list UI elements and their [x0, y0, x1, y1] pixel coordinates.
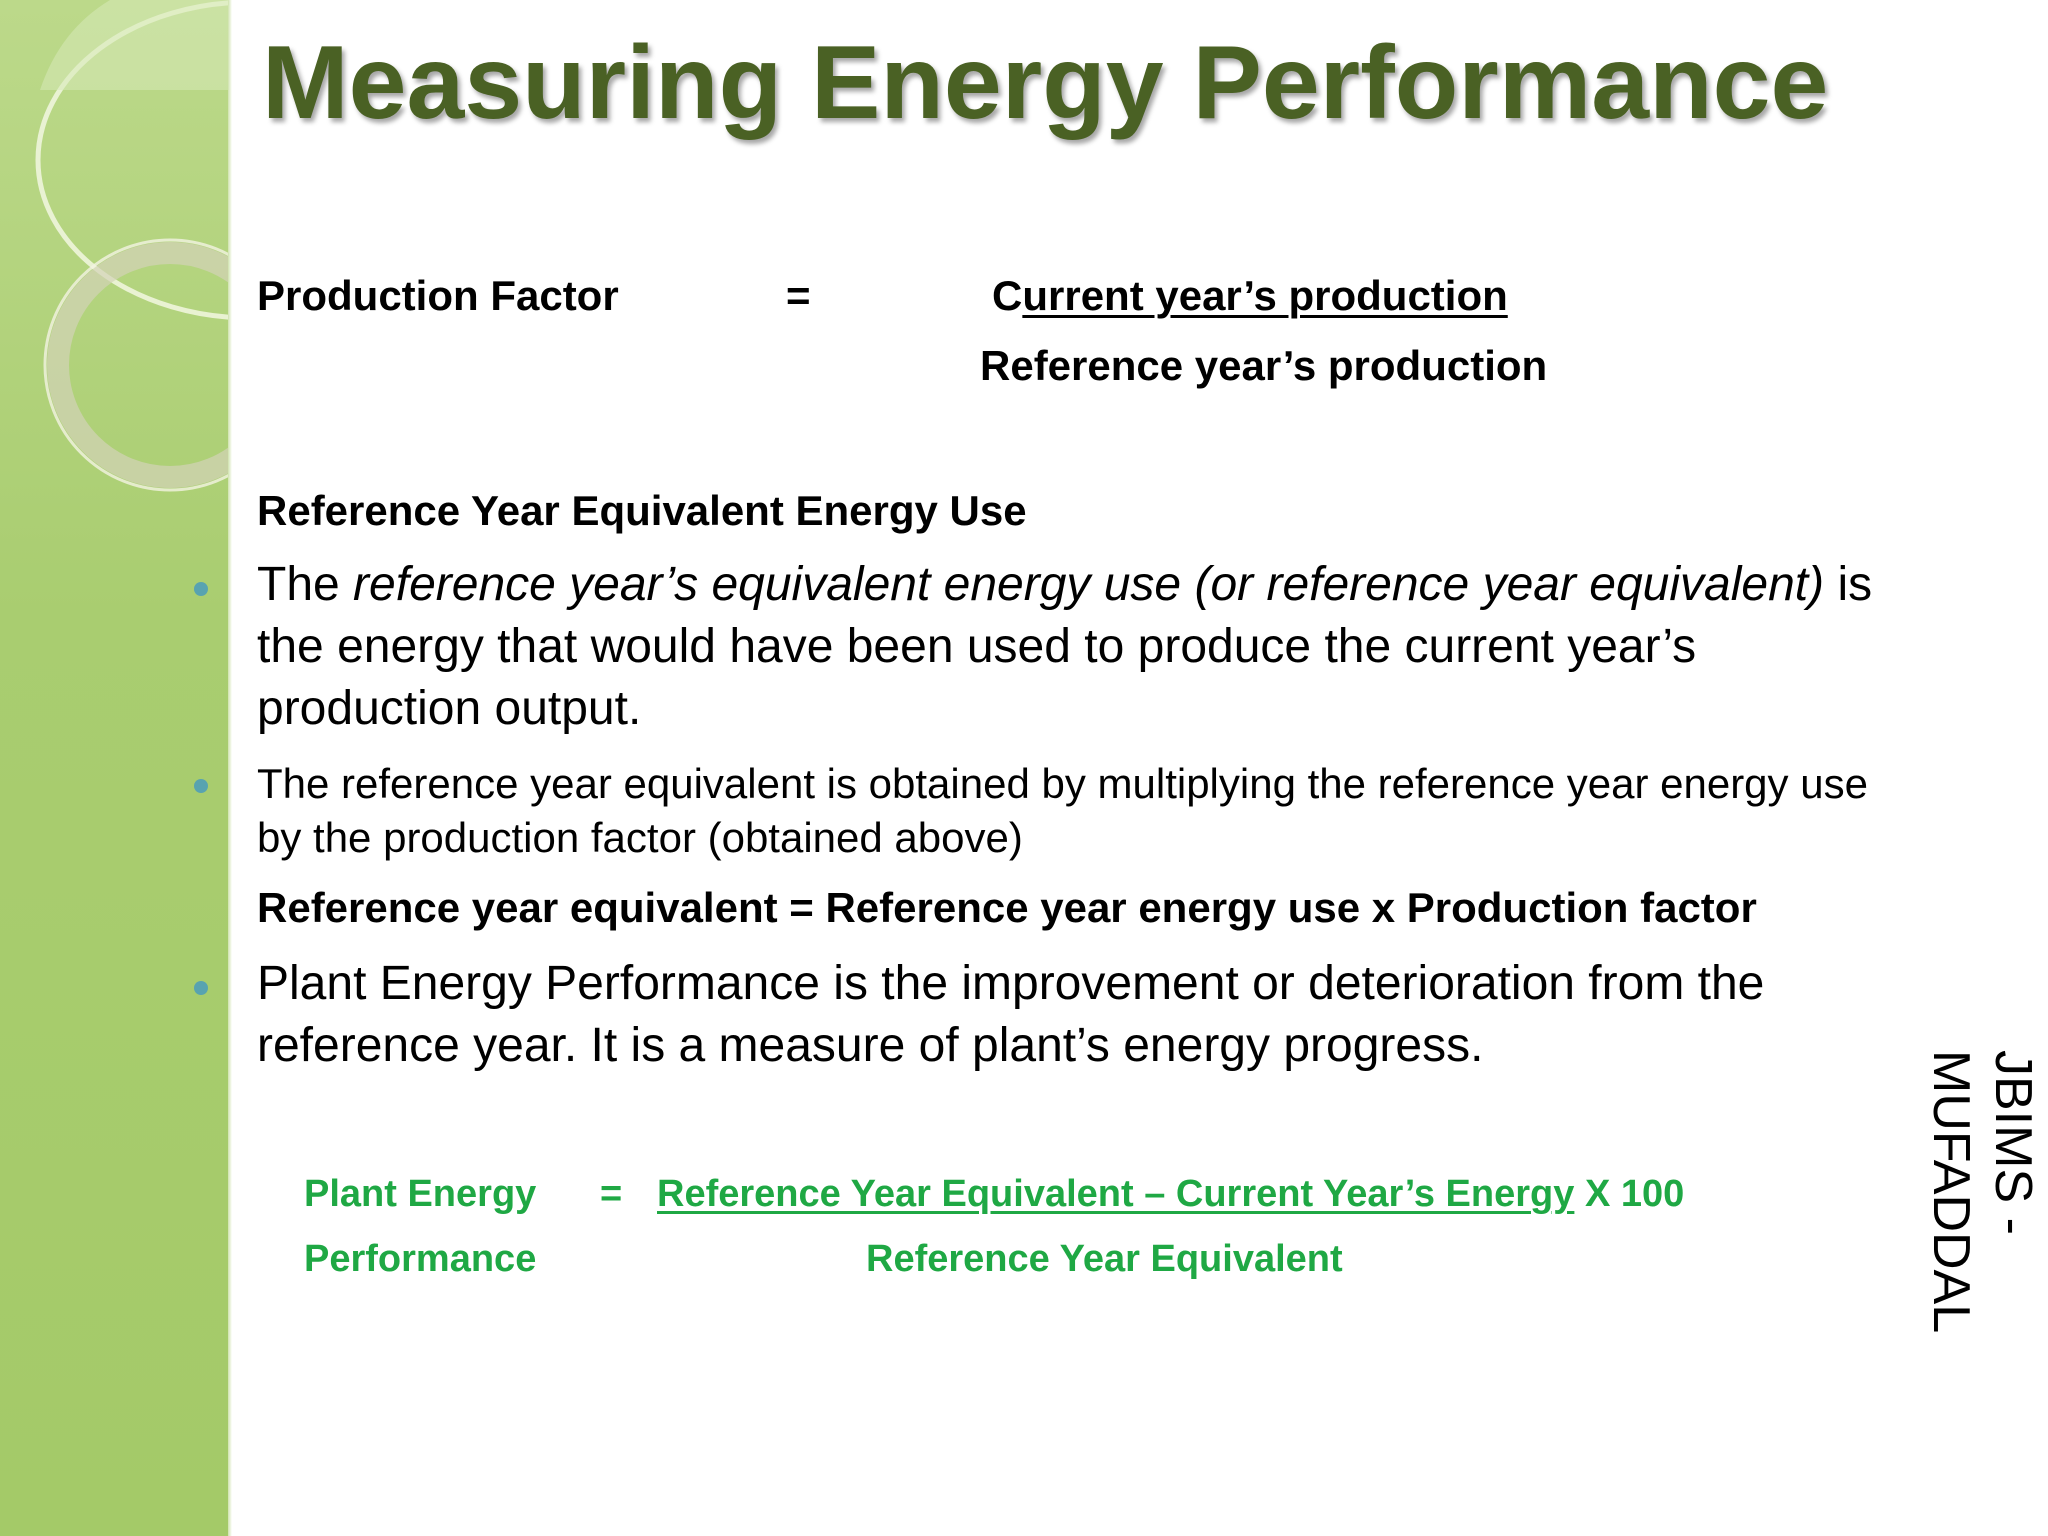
pep-numerator-underlined: Reference Year Equivalent – Current Year… [657, 1173, 1575, 1215]
production-factor-label: Production Factor [257, 272, 619, 319]
bullet-1-line-2: the energy that would have been used to … [257, 620, 1697, 673]
bullet-3-line-1: Plant Energy Performance is the improvem… [257, 957, 1765, 1010]
production-factor-denominator: Reference year’s production [980, 342, 1548, 389]
bullet-1-italic: reference year’s equivalent energy use (… [353, 558, 1825, 611]
bullet-1-pre: The [257, 558, 354, 611]
decorative-sidebar [0, 0, 228, 1536]
decorative-circles-icon [35, 0, 228, 492]
pep-denominator: Reference Year Equivalent [866, 1238, 1343, 1280]
pep-equals: = [600, 1173, 623, 1215]
bullet-1-post: is [1824, 558, 1873, 611]
reference-equation: Reference year equivalent = Reference ye… [257, 884, 1757, 931]
pep-label-line-1: Plant Energy [304, 1173, 537, 1215]
numerator-first-letter: C [992, 272, 1023, 319]
slide-title: Measuring Energy Performance [262, 25, 1829, 141]
bullet-dot-icon [194, 779, 208, 793]
bullet-3-line-2: reference year. It is a measure of plant… [257, 1019, 1484, 1072]
author-credit: JBIMS - MUFADDAL [1922, 1050, 2042, 1334]
bullet-1-line-1: The reference year’s equivalent energy u… [257, 554, 1872, 616]
pep-multiplier: X 100 [1574, 1173, 1685, 1215]
bullet-2-line-2: by the production factor (obtained above… [257, 814, 1023, 861]
pep-label-line-2: Performance [304, 1238, 537, 1280]
bullet-2-line-1: The reference year equivalent is obtaine… [257, 760, 1868, 807]
pep-numerator: Reference Year Equivalent – Current Year… [657, 1173, 1684, 1216]
bullet-dot-icon [194, 981, 208, 995]
section-heading: Reference Year Equivalent Energy Use [257, 487, 1027, 534]
production-factor-equals: = [786, 272, 811, 319]
bullet-1-line-3: production output. [257, 682, 642, 735]
sidebar-edge [228, 0, 232, 1536]
numerator-underlined: urrent year’s production [1022, 272, 1508, 319]
bullet-dot-icon [194, 582, 208, 596]
production-factor-numerator: Current year’s production [992, 272, 1508, 320]
